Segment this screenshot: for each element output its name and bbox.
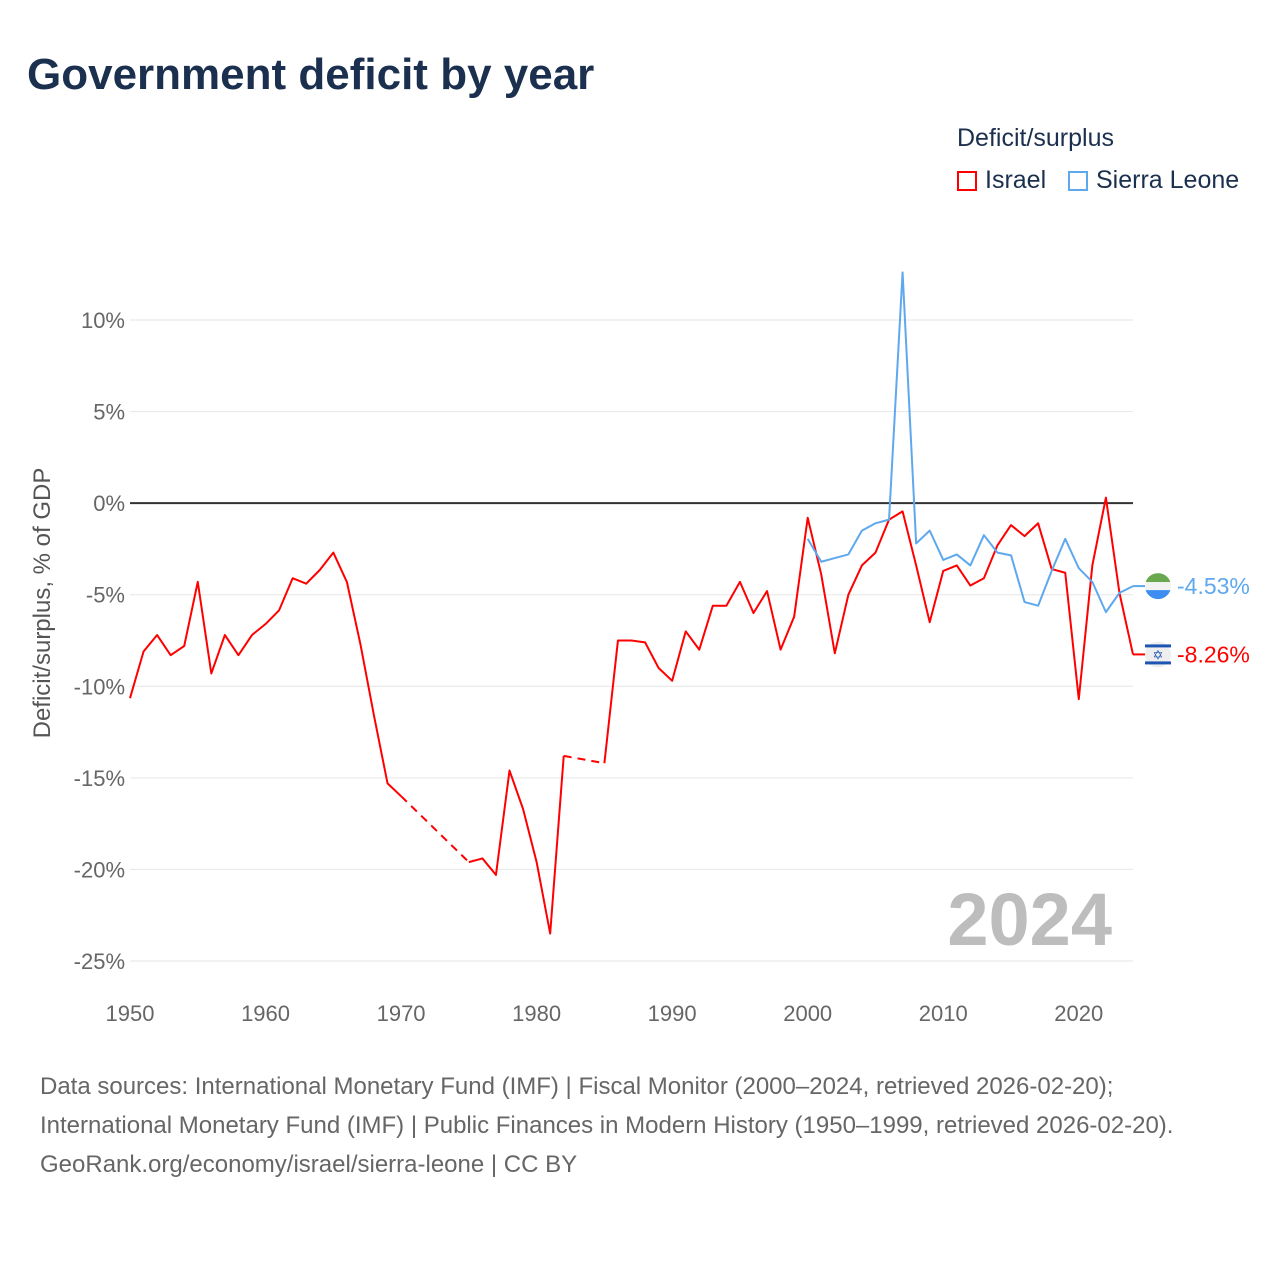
y-tick-label: -10% [74, 674, 125, 699]
attribution-link[interactable]: GeoRank.org/economy/israel/sierra-leone … [40, 1151, 578, 1178]
israel-flag-icon: ✡ [1145, 641, 1171, 668]
y-tick-label: 10% [81, 308, 125, 333]
series-gap-dashed [563, 754, 605, 765]
y-axis-label: Deficit/surplus, % of GDP [29, 468, 56, 739]
y-tick-label: -20% [74, 857, 125, 882]
flag-stripe-white [1145, 582, 1171, 591]
x-tick-label: 2010 [919, 1001, 968, 1026]
flag-stripe [1145, 644, 1171, 648]
data-sources: Data sources: International Monetary Fun… [40, 1073, 1174, 1139]
x-tick-label: 1950 [106, 1001, 155, 1026]
x-tick-label: 2020 [1054, 1001, 1103, 1026]
y-tick-label: -25% [74, 949, 125, 974]
star-of-david-icon: ✡ [1153, 647, 1164, 662]
footer: Data sources: International Monetary Fun… [40, 1067, 1240, 1184]
line-chart: 10% 5% 0% -5% -10% -15% -20% -25% 1950 1960 1970 19… [29, 271, 1250, 1026]
y-tick-label: -15% [74, 766, 125, 791]
legend-swatch-sierra-leone [1068, 170, 1088, 191]
flag-stripe-green [1145, 573, 1171, 583]
chart-title: Government deficit by year [27, 50, 595, 99]
series-line-sierra-leone [806, 271, 1134, 614]
end-value-label: -8.26% [1177, 641, 1250, 667]
sierra-leone-flag-icon [1145, 573, 1171, 600]
series-line-israel [468, 755, 565, 935]
x-tick-label: 1960 [241, 1001, 290, 1026]
flag-stripes [1145, 573, 1171, 600]
x-tick-label: 2000 [783, 1001, 832, 1026]
series-line-israel [129, 551, 402, 797]
flag-stripe [1145, 661, 1171, 665]
x-tick-label: 1990 [648, 1001, 697, 1026]
flag-stripe-blue [1145, 590, 1171, 600]
legend-label: Sierra Leone [1096, 166, 1240, 194]
legend-swatch-israel [957, 170, 977, 191]
legend-item-sierra-leone[interactable]: Sierra Leone [1068, 166, 1239, 195]
end-value-label: -4.53% [1177, 573, 1250, 599]
x-tick-label: 1970 [377, 1001, 426, 1026]
legend-title: Deficit/surplus [957, 124, 1114, 152]
x-tick-label: 1980 [512, 1001, 561, 1026]
y-tick-label: 5% [93, 400, 125, 425]
year-watermark: 2024 [947, 878, 1112, 961]
legend-label: Israel [985, 166, 1047, 194]
series-gap-dashed [400, 795, 470, 863]
series-line-israel [603, 496, 1134, 764]
y-tick-label: 0% [93, 491, 125, 516]
flag-bg [1145, 641, 1171, 668]
y-tick-label: -5% [86, 583, 125, 608]
legend-item-israel[interactable]: Israel [957, 166, 1046, 195]
